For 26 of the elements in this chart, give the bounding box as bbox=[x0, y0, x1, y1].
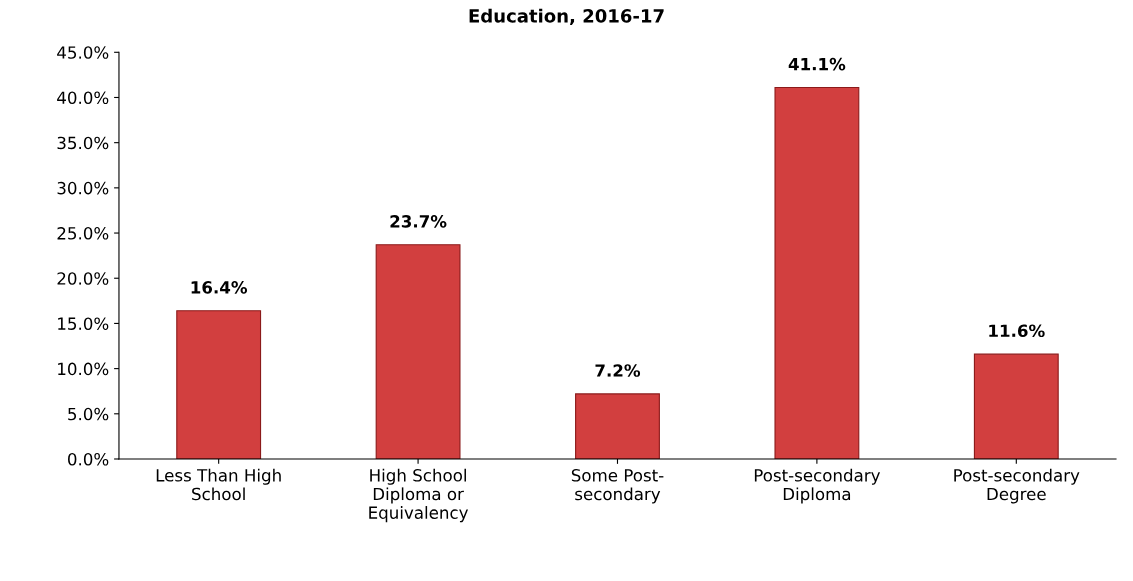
y-tick-label: 25.0% bbox=[57, 227, 109, 240]
data-label: 7.2% bbox=[595, 364, 641, 377]
x-tick-label: Some Post- secondary bbox=[571, 469, 664, 504]
data-label: 11.6% bbox=[989, 324, 1045, 338]
bar bbox=[375, 244, 461, 459]
data-label: 16.4% bbox=[191, 281, 248, 294]
bar bbox=[774, 86, 860, 459]
y-tick-label: 35.0% bbox=[57, 136, 109, 150]
bar bbox=[575, 393, 660, 459]
data-label: 23.7% bbox=[390, 215, 447, 228]
y-tick-label: 10.0% bbox=[58, 362, 109, 376]
y-tick-label: 15.0% bbox=[58, 317, 109, 330]
y-tick-label: 40.0% bbox=[57, 91, 109, 105]
y-tick-label: 0.0% bbox=[68, 452, 109, 466]
y-tick-label: 45.0% bbox=[57, 46, 109, 59]
y-tick-label: 30.0% bbox=[57, 181, 109, 195]
x-tick-label: High School Diploma or Equivalency bbox=[369, 468, 469, 523]
bar bbox=[973, 353, 1059, 459]
data-label: 41.1% bbox=[788, 57, 846, 71]
x-tick-label: Post-secondary Diploma bbox=[754, 468, 881, 504]
y-tick-label: 5.0% bbox=[68, 407, 109, 421]
bar bbox=[176, 310, 262, 459]
x-tick-label: Less Than High School bbox=[156, 468, 281, 501]
y-tick-label: 20.0% bbox=[57, 272, 109, 285]
chart-title: Education, 2016-17 bbox=[469, 8, 664, 25]
x-tick-label: Post-secondary Degree bbox=[954, 468, 1080, 504]
